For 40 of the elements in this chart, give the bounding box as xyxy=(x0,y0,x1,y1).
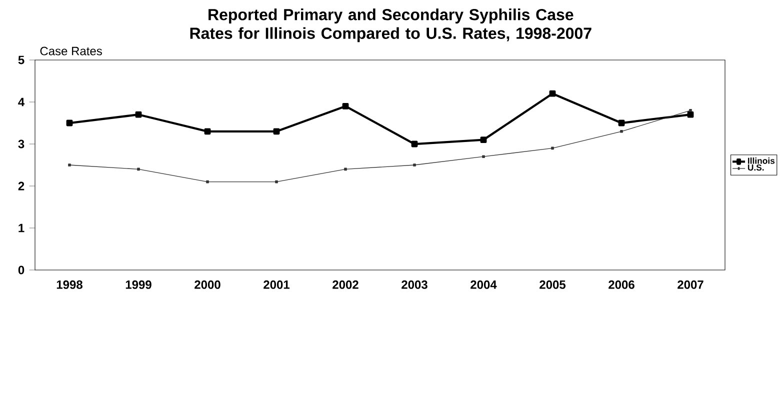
legend-label: Illinois xyxy=(748,158,775,164)
point xyxy=(411,140,418,148)
point xyxy=(66,120,73,126)
x-tick-label: 1999 xyxy=(126,280,152,289)
y-tick-label: 1 xyxy=(18,224,24,232)
x-tick-label: 2003 xyxy=(402,280,428,289)
point xyxy=(687,111,694,118)
point xyxy=(480,136,487,144)
point xyxy=(413,164,416,166)
x-tick-label: 1998 xyxy=(56,280,82,289)
point xyxy=(482,155,485,158)
y-tick-label: 3 xyxy=(18,140,24,148)
x-tick-label: 2007 xyxy=(678,280,704,289)
point xyxy=(68,164,71,166)
x-tick-label: 2002 xyxy=(332,280,358,289)
point xyxy=(273,128,280,135)
point xyxy=(344,168,347,171)
x-tick-label: 2000 xyxy=(194,280,220,289)
point xyxy=(137,168,140,171)
point xyxy=(689,109,692,112)
y-tick-label: 2 xyxy=(18,182,24,190)
legend-label: U.S. xyxy=(748,164,764,171)
y-tick-label: 4 xyxy=(18,98,25,106)
point xyxy=(206,180,209,184)
y-tick-label: 5 xyxy=(18,56,24,64)
chart-title: Reported Primary and Secondary Syphilis Case Rates for Illinois Compared to U.S. Rates, 1998-2007 xyxy=(190,8,592,42)
point xyxy=(342,103,349,110)
x-tick-label: 2006 xyxy=(608,280,634,289)
x-tick-label: 2005 xyxy=(540,280,566,289)
y-axis-title: Case Rates xyxy=(40,46,102,56)
point xyxy=(549,90,556,97)
point xyxy=(551,146,554,150)
point xyxy=(275,180,278,184)
y-tick-label: 0 xyxy=(18,266,24,274)
x-tick-label: 2001 xyxy=(264,280,290,289)
point xyxy=(620,130,623,133)
x-tick-label: 2004 xyxy=(470,280,497,289)
point xyxy=(618,120,625,126)
point xyxy=(204,128,211,135)
point xyxy=(135,111,142,118)
